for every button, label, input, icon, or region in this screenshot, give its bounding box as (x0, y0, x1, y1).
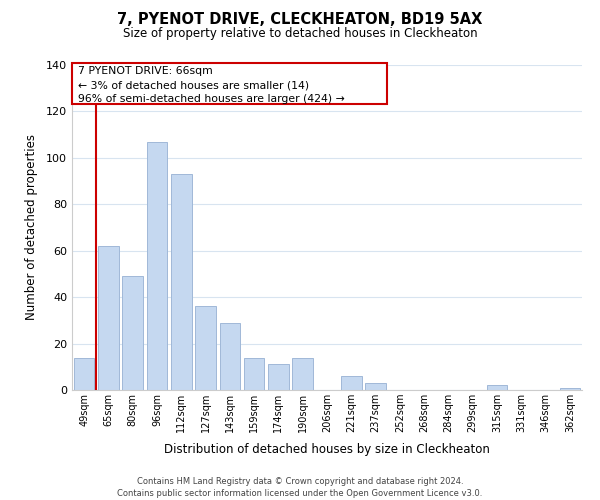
Bar (268, 364, 289, 390)
Bar (220, 322, 240, 390)
Bar (122, 276, 143, 390)
Bar (487, 386, 508, 390)
Bar (244, 358, 265, 390)
Y-axis label: Number of detached properties: Number of detached properties (25, 134, 38, 320)
X-axis label: Distribution of detached houses by size in Cleckheaton: Distribution of detached houses by size … (164, 444, 490, 456)
Text: Size of property relative to detached houses in Cleckheaton: Size of property relative to detached ho… (122, 28, 478, 40)
Text: 7 PYENOT DRIVE: 66sqm
← 3% of detached houses are smaller (14)
96% of semi-detac: 7 PYENOT DRIVE: 66sqm ← 3% of detached h… (78, 66, 345, 104)
Bar (98, 246, 119, 390)
Bar (195, 306, 216, 390)
Bar (292, 358, 313, 390)
Text: 7, PYENOT DRIVE, CLECKHEATON, BD19 5AX: 7, PYENOT DRIVE, CLECKHEATON, BD19 5AX (118, 12, 482, 28)
Bar (74, 358, 94, 390)
Bar (146, 142, 167, 390)
Bar (171, 174, 191, 390)
Bar (365, 383, 386, 390)
Text: Contains HM Land Registry data © Crown copyright and database right 2024.
Contai: Contains HM Land Registry data © Crown c… (118, 476, 482, 498)
Bar (341, 376, 362, 390)
Bar (560, 388, 580, 390)
